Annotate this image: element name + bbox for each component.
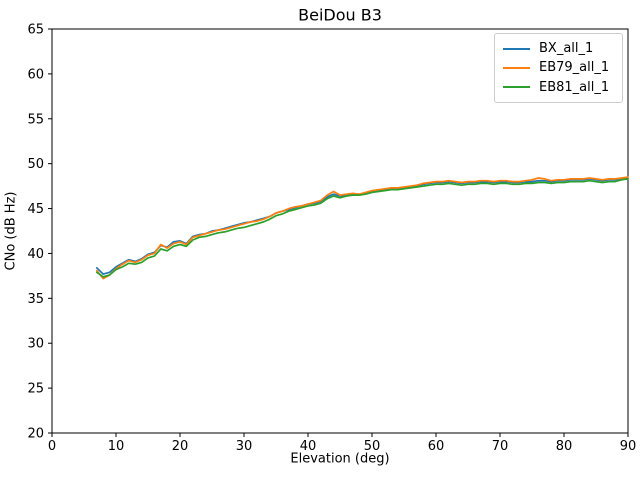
series-line-EB81_all_1 [95, 178, 629, 278]
legend-swatch-line [503, 66, 530, 69]
y-axis-label: CNo (dB Hz) [3, 191, 19, 271]
y-tick-label: 45 [27, 202, 44, 217]
legend-label: EB79_all_1 [539, 60, 610, 76]
y-tick-label: 40 [27, 247, 44, 262]
x-tick-label: 80 [556, 439, 573, 454]
x-tick-label: 0 [48, 439, 56, 454]
series-line-BX_all_1 [95, 177, 629, 275]
x-tick-label: 60 [428, 439, 445, 454]
y-tick-label: 55 [27, 112, 44, 127]
legend-swatch-line [503, 47, 530, 50]
x-tick-label: 10 [108, 439, 125, 454]
x-tick-label: 30 [236, 439, 253, 454]
y-tick-label: 30 [27, 337, 44, 352]
y-tick-label: 25 [27, 382, 44, 397]
y-tick-label: 65 [27, 23, 44, 38]
legend-item-EB81_all_1: EB81_all_1 [503, 78, 614, 97]
legend-label: EB81_all_1 [539, 79, 610, 95]
x-tick-label: 40 [300, 439, 317, 454]
y-tick-label: 60 [27, 67, 44, 82]
legend-item-EB79_all_1: EB79_all_1 [503, 58, 614, 77]
legend-label: BX_all_1 [539, 41, 594, 57]
y-tick-label: 20 [27, 427, 44, 442]
chart-title: BeiDou B3 [298, 5, 382, 25]
legend-swatch-line [503, 86, 530, 89]
x-tick-label: 20 [172, 439, 189, 454]
y-tick-label: 50 [27, 157, 44, 172]
series-line-EB79_all_1 [95, 176, 629, 280]
x-tick-label: 90 [620, 439, 637, 454]
x-tick-label: 70 [492, 439, 509, 454]
y-tick-label: 35 [27, 292, 44, 307]
x-axis-label: Elevation (deg) [290, 451, 390, 467]
legend-item-BX_all_1: BX_all_1 [503, 39, 614, 58]
x-tick-label: 50 [364, 439, 381, 454]
axes-frame [51, 28, 629, 434]
legend: BX_all_1 EB79_all_1 EB81_all_1 [494, 33, 623, 103]
